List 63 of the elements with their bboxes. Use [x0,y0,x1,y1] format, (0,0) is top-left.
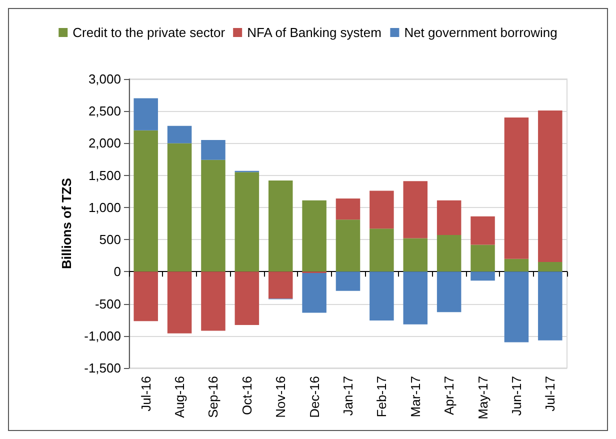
x-tick-label: Mar-17 [408,376,423,418]
y-tick-label: 2,500 [88,104,121,119]
x-tick-label: Sep-16 [206,376,221,418]
bar [167,272,192,334]
bar [336,220,360,272]
y-tick-label: 0 [114,264,121,280]
bar [403,181,428,238]
bar [370,228,394,272]
bar [538,272,562,340]
x-tick-label: Jul-16 [138,376,154,412]
y-tick-label: 3,000 [88,72,121,86]
bar [234,272,260,325]
bar [504,118,529,259]
x-tick-label: Jun-17 [508,376,524,416]
y-tick-label: 2,000 [88,136,121,151]
legend-label: Net government borrowing [404,25,558,40]
y-tick-label: -1,500 [84,360,121,376]
bar [201,160,226,272]
bar [302,200,326,272]
bar [201,140,226,160]
bar [436,272,462,312]
x-tick-label: Oct-16 [239,376,254,416]
x-tick-label: Jan-17 [340,376,356,416]
y-tick-label: 500 [99,232,121,248]
x-tick-label: Apr-17 [442,376,457,416]
y-axis-title: Billions of TZS [59,178,74,269]
bar [370,272,394,320]
bar [470,272,495,281]
x-tick-label: Aug-16 [172,376,188,418]
bar [134,130,158,272]
bar [538,110,562,262]
bar [134,272,158,322]
bar [403,272,428,324]
bar [370,190,394,229]
bar [504,258,529,272]
bar [470,244,495,272]
legend-label: NFA of Banking system [247,25,382,40]
bar [234,172,260,272]
x-tick-label: Dec-16 [306,376,322,418]
x-tick-label: Nov-16 [273,376,288,418]
bar [268,180,293,272]
bar [403,238,428,272]
y-tick-label: 1,500 [88,168,121,183]
bar [336,272,360,291]
x-tick-label: Feb-17 [374,376,390,418]
bar [538,262,562,272]
x-tick-label: May-17 [475,376,490,420]
bar [504,272,529,342]
bar [436,235,462,272]
bar [470,216,495,245]
bar [167,126,192,144]
bar [201,272,226,331]
bar [268,272,293,299]
x-tick-label: Jul-17 [542,376,558,412]
bar [302,272,326,313]
legend-label: Credit to the private sector [72,25,226,40]
y-tick-label: -500 [94,296,121,312]
bar [134,98,158,130]
y-tick-label: -1,000 [84,328,121,344]
bar [336,198,360,220]
bar [436,200,462,236]
bar [167,143,192,272]
y-tick-label: 1,000 [88,200,121,215]
